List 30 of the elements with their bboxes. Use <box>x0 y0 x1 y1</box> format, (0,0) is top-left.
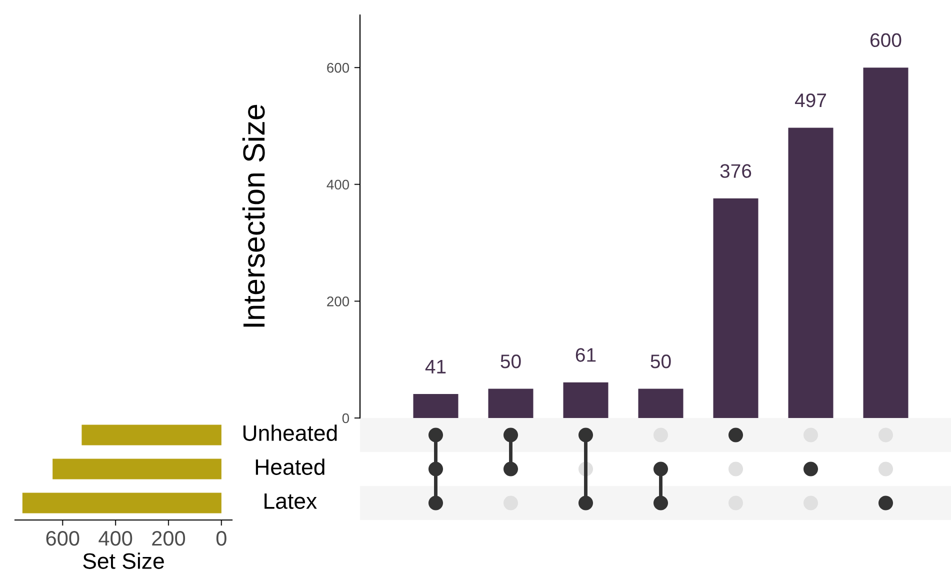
bar <box>713 198 758 418</box>
bar <box>22 492 222 514</box>
bar <box>563 382 608 418</box>
x-tick-label: 400 <box>98 530 132 546</box>
bar <box>788 128 834 418</box>
bar <box>638 388 684 418</box>
y-tick-label: 200 <box>327 296 350 306</box>
x-tick-label: 0 <box>216 530 226 546</box>
data-label: 600 <box>870 33 902 48</box>
data-label: 376 <box>720 164 752 178</box>
data-label: 61 <box>576 348 596 362</box>
data-label: 497 <box>794 93 826 108</box>
y-tick-label: 400 <box>326 180 350 190</box>
data-label: 50 <box>650 354 671 368</box>
bar <box>82 424 222 446</box>
y-tick-label: 600 <box>327 62 350 73</box>
bar <box>488 388 534 418</box>
y-tick-label: Heated <box>256 458 324 475</box>
x-tick-label: 600 <box>46 530 80 546</box>
y-axis-title: Intersection Size <box>242 104 265 327</box>
y-tick-label: Unheated <box>243 424 337 441</box>
bar <box>52 458 222 480</box>
x-axis-title: Set Size <box>83 552 164 569</box>
bar <box>413 394 458 418</box>
x-tick-label: 200 <box>152 530 186 546</box>
data-label: 50 <box>500 354 521 368</box>
data-label: 41 <box>425 360 446 374</box>
y-tick-label: Latex <box>264 493 317 509</box>
y-tick-label: 0 <box>342 413 350 424</box>
bar <box>863 68 908 418</box>
